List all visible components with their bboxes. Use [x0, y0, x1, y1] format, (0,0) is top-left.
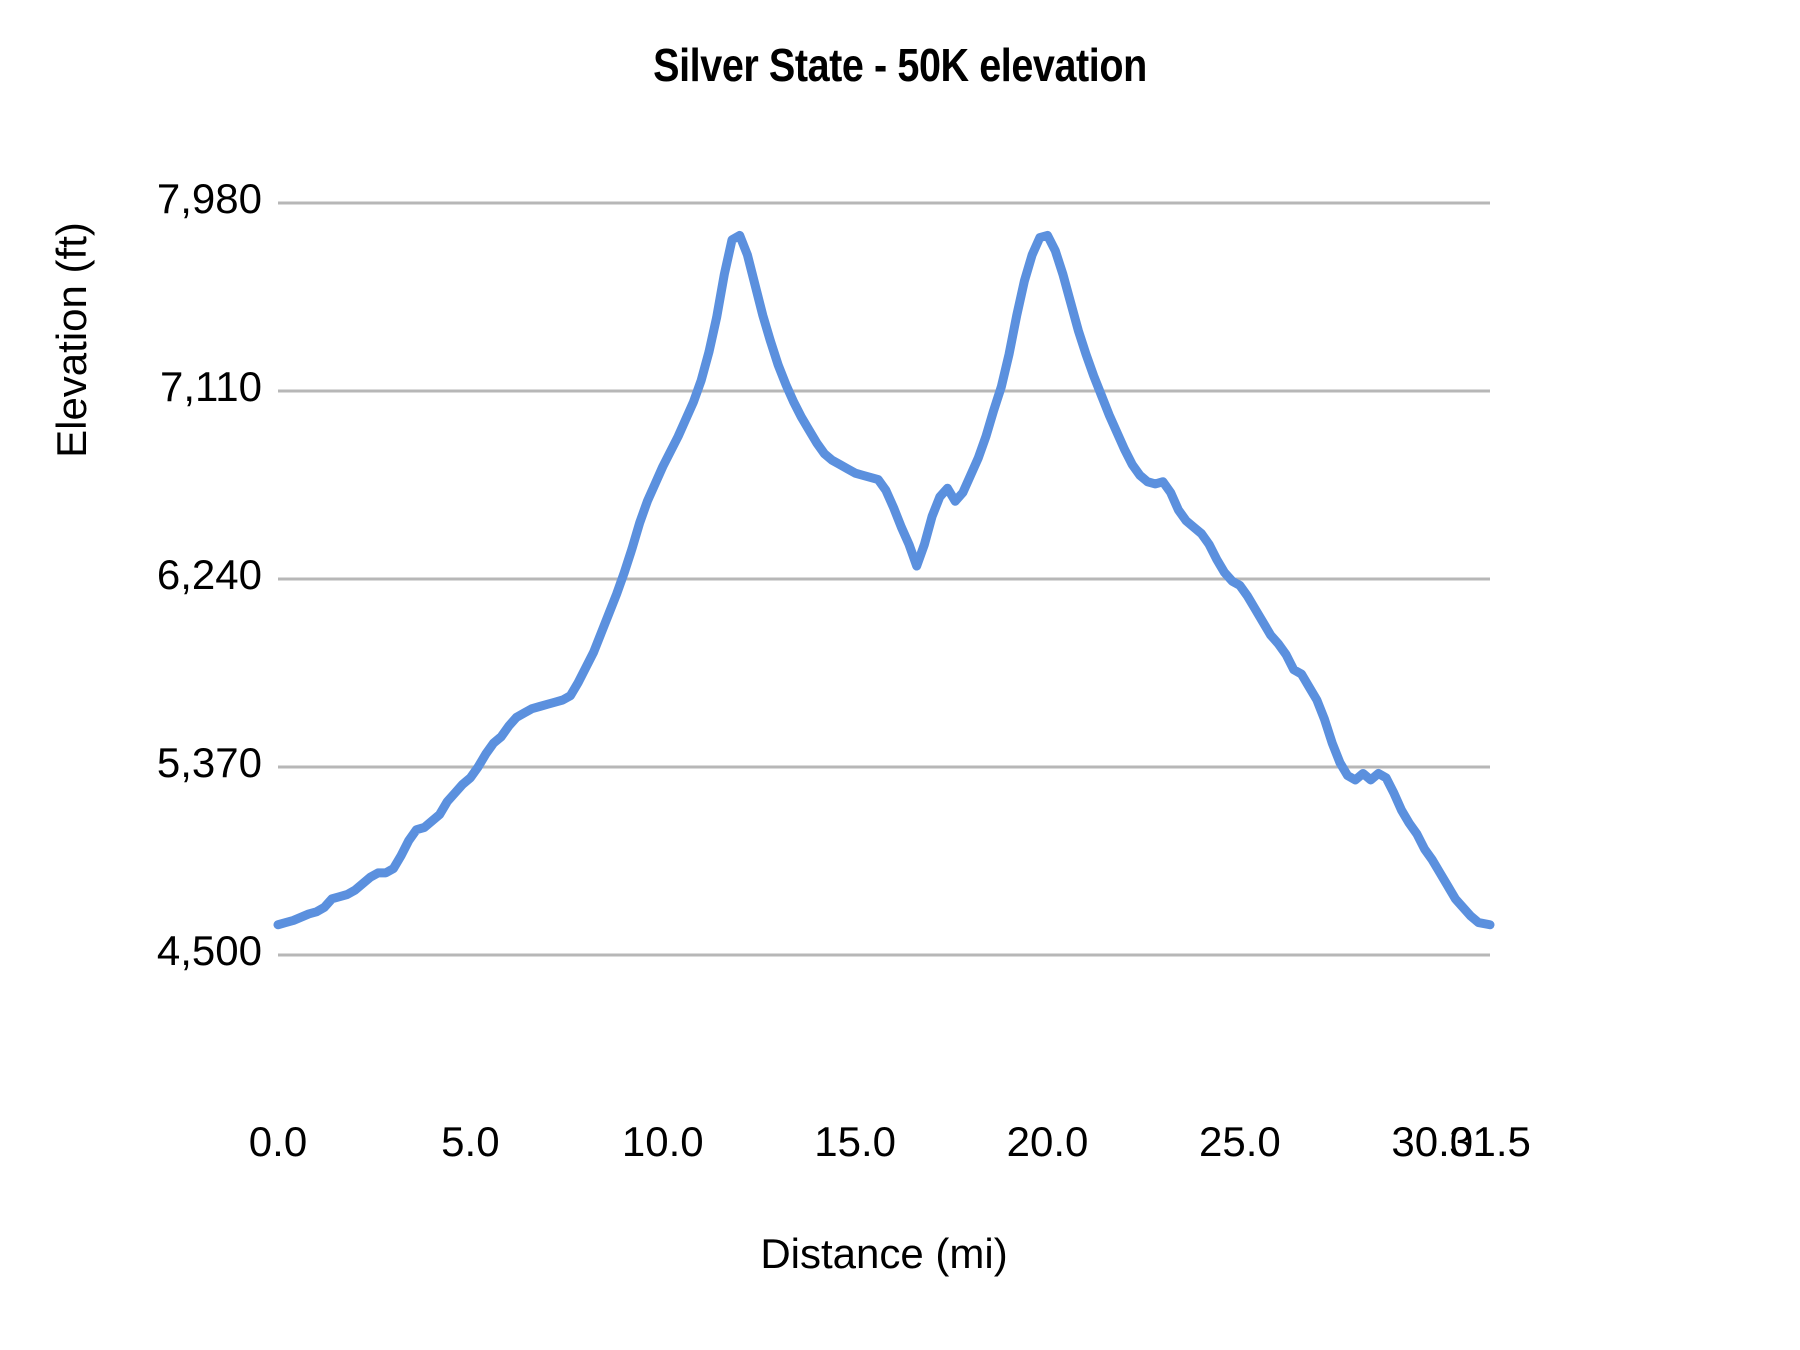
gridlines-group	[278, 201, 1490, 957]
x-tick-label: 25.0	[1199, 1118, 1281, 1165]
x-tick-label: 30.0	[1391, 1118, 1474, 1165]
y-tick-label: 7,110	[160, 363, 262, 410]
x-axis-title: Distance (mi)	[760, 1230, 1008, 1277]
x-tick-label: 31.5	[1449, 1118, 1531, 1165]
y-tick-label: 6,240	[156, 551, 262, 598]
series-line	[273, 230, 1495, 930]
y-axis-title: Elevation (ft)	[48, 222, 95, 458]
x-tick-label: 5.0	[441, 1118, 500, 1165]
x-tick-label: 10.0	[621, 1118, 704, 1165]
y-tick-label: 5,370	[156, 739, 262, 786]
x-tick-label: 20.0	[1006, 1118, 1089, 1165]
series-group	[273, 230, 1495, 930]
chart-title: Silver State - 50K elevation	[653, 39, 1147, 91]
x-tick-label: 0.0	[248, 1118, 308, 1165]
y-tick-label: 4,500	[156, 927, 262, 974]
y-tick-label: 7,980	[156, 175, 262, 222]
x-tick-label: 15.0	[814, 1118, 897, 1165]
